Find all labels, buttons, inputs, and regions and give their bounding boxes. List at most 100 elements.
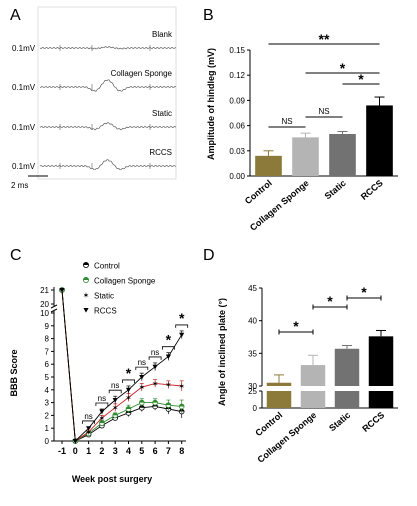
sig-label-c: ns (138, 358, 146, 367)
significance-label-d: * (361, 284, 367, 300)
sig-bracket-c (135, 366, 149, 371)
legend-label-c: RCCS (94, 307, 117, 316)
x-tick-label-b: RCCS (359, 178, 385, 202)
sig-bracket-c (95, 402, 109, 406)
line-chart-c: 0123456789102021-1012345678✶✶✶✶✶✶✶✶✶✶nsn… (40, 262, 189, 456)
significance-label-d: * (327, 293, 333, 309)
panel-a-letter: A (10, 7, 21, 24)
x-tick-label-c: 8 (179, 446, 184, 456)
legend-label-c: Collagen Sponge (94, 277, 156, 286)
data-point-c (125, 387, 132, 393)
x-axis-label-c: Week post surgery (72, 474, 152, 484)
axis-break-mark (50, 304, 58, 309)
data-point-c (179, 404, 185, 407)
sig-label-c: ns (111, 381, 119, 390)
data-point-c (139, 400, 145, 403)
data-point-c (139, 405, 145, 408)
panel-b: B Amplitude of hindleg (mV) 0.00 0.03 0.06… (203, 7, 398, 233)
legend-label-c: Static (94, 292, 114, 301)
x-tick-label-c: 7 (166, 446, 171, 456)
time-scale-label: 2 ms (11, 181, 28, 190)
sig-bracket-c (162, 346, 175, 350)
trace-scale-label: 0.1mV (12, 162, 36, 171)
y-tick-label-c: 7 (45, 347, 50, 356)
data-point-c (99, 420, 105, 424)
sig-bracket-c (122, 379, 135, 383)
legend-label-c: Control (94, 262, 120, 271)
trace-scale-label: 0.1mV (12, 44, 36, 53)
trace-name: Collagen Sponge (111, 69, 173, 78)
data-point-c: ✶ (99, 414, 106, 423)
data-point-c (59, 288, 65, 293)
data-point-c (99, 409, 105, 415)
sig-bracket-c (108, 389, 122, 394)
sig-label-c: * (179, 310, 185, 326)
x-tick-label-c: 3 (113, 446, 118, 456)
bar-d (300, 365, 326, 386)
significance-label-b: * (340, 60, 346, 76)
bar-d (368, 391, 394, 408)
trace-scale-label: 0.1mV (12, 83, 36, 92)
data-point-c (152, 400, 158, 403)
significance-label-b: * (358, 71, 364, 87)
emg-trace (39, 79, 177, 92)
y-tick-label-d: 40 (248, 317, 257, 326)
x-tick-label-c: 4 (126, 446, 131, 456)
y-tick-label-c: 4 (45, 386, 50, 395)
series-line-c (61, 289, 182, 442)
bar-d (334, 348, 360, 386)
y-tick-label-d: 35 (248, 349, 257, 358)
panel-d-letter: D (203, 247, 215, 264)
y-tick-label-b: 0.12 (229, 71, 245, 80)
legend-marker-c: ✶ (83, 291, 90, 300)
sig-bracket-c (82, 420, 95, 424)
x-tick-label-d: Static (327, 410, 352, 433)
data-point-c (112, 398, 118, 403)
bar-b (255, 155, 282, 176)
bar-d (266, 382, 292, 386)
sig-bracket-c (175, 324, 189, 328)
y-tick-label-c: 5 (45, 373, 50, 382)
bar-chart-b: 0.000.030.060.090.120.15ControlCollagen … (229, 31, 398, 233)
y-tick-label-c: 20 (40, 300, 49, 309)
y-tick-label-d: 30 (248, 382, 257, 391)
data-point-c (126, 406, 131, 409)
trace-name: Static (152, 109, 172, 118)
legend-marker-c (83, 262, 89, 265)
significance-label-b: NS (281, 117, 292, 126)
sig-label-c: * (126, 365, 132, 381)
sig-label-c: * (166, 332, 172, 348)
panel-b-letter: B (203, 7, 214, 24)
y-tick-label-c: 3 (45, 399, 50, 408)
trace-name: Blank (152, 30, 173, 39)
y-tick-label-c: 21 (40, 286, 49, 295)
x-tick-label-d: Collagen Sponge (256, 410, 319, 465)
y-tick-label-c: 8 (45, 335, 50, 344)
y-tick-label-b: 0.06 (229, 122, 245, 131)
panel-d: D Angle of inclined plate (°) 30 35 40 45 0 2… (203, 247, 398, 465)
bar-d (266, 391, 292, 408)
panel-c: C BBB Score Week post surgery 0123456789… (9, 247, 189, 484)
emg-trace (39, 46, 177, 50)
data-point-c (86, 426, 92, 431)
x-tick-label-d: Control (253, 410, 284, 438)
y-tick-label-b: 0.00 (229, 172, 245, 181)
y-tick-label-c: 10 (40, 309, 49, 318)
series-line-c (61, 289, 182, 442)
sig-label-c: ns (98, 394, 106, 403)
data-point-c (72, 439, 78, 444)
legend-marker-c (83, 308, 89, 313)
x-tick-label-c: 2 (99, 446, 104, 456)
y-tick-label-b: 0.15 (229, 46, 245, 55)
significance-label-b: NS (318, 107, 329, 116)
data-point-c: ✶ (85, 428, 92, 437)
bar-d (368, 336, 394, 386)
y-tick-label-d: 25 (248, 387, 257, 396)
emg-traces: 0.1mV Blank 0.1mV Collagen Sponge 0.1mV Stati… (12, 30, 177, 171)
data-point-c: ✶ (138, 383, 145, 392)
emg-trace (39, 121, 177, 131)
series-line-c (61, 289, 182, 442)
sig-bracket-c (148, 356, 162, 360)
y-tick-label-c: 1 (45, 424, 50, 433)
